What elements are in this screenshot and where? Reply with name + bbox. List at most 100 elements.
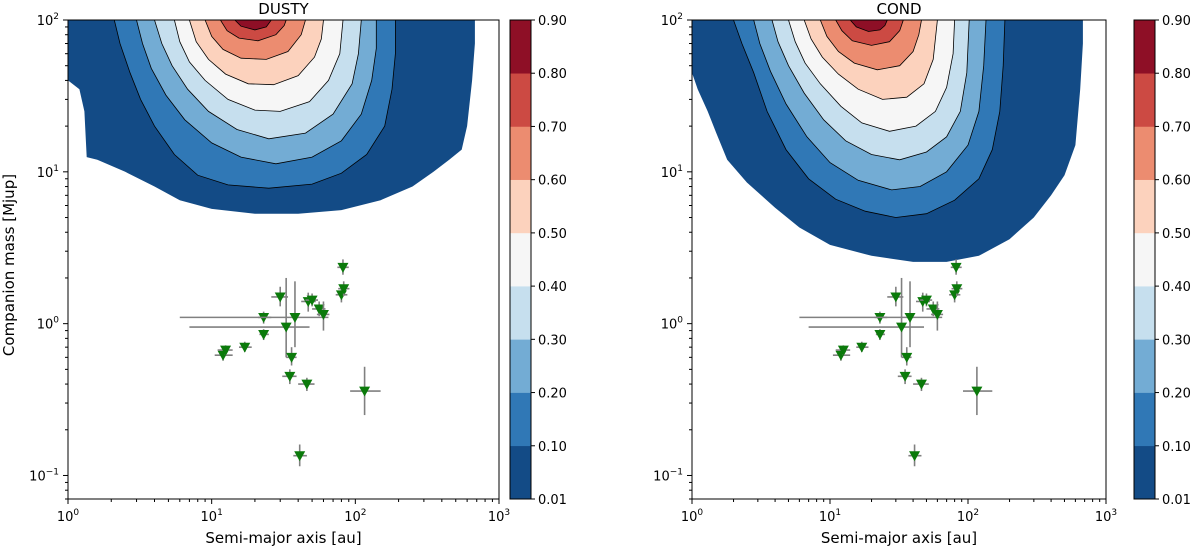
data-point <box>931 301 944 331</box>
data-point <box>920 293 933 307</box>
upper-limit-marker <box>286 352 298 363</box>
axes-frame <box>691 19 1107 500</box>
upper-limit-marker <box>951 284 963 295</box>
x-tick-label: 100 <box>57 508 80 525</box>
data-point <box>316 301 330 331</box>
upper-limit-marker <box>338 284 350 295</box>
data-point <box>305 293 319 307</box>
contour-area <box>68 20 475 467</box>
upper-limit-marker <box>337 262 349 273</box>
contour-level-0.80 <box>234 20 272 31</box>
panel-title: COND <box>876 0 921 18</box>
colorbar-segment <box>510 232 531 287</box>
upper-limit-marker <box>313 304 325 315</box>
colorbar-segment <box>510 392 531 447</box>
upper-limit-marker <box>915 379 927 390</box>
data-point <box>286 347 298 366</box>
colorbar-segment <box>1134 232 1155 287</box>
colorbar-tick-label: 0.30 <box>538 333 567 348</box>
panel-title: DUSTY <box>258 0 309 18</box>
x-tick-label: 101 <box>201 508 223 525</box>
data-point <box>835 345 851 356</box>
colorbar-tick-label: 0.10 <box>538 440 567 455</box>
panel-cond: 100 101 102 103 10−1 100 101 102 COND Semi-major … <box>653 0 1191 547</box>
upper-limit-marker <box>258 329 270 340</box>
data-point <box>963 366 993 416</box>
colorbar-tick-label: 0.90 <box>1162 14 1191 29</box>
colorbar-tick-label: 0.30 <box>1162 333 1191 348</box>
upper-limit-marker <box>931 310 943 320</box>
colorbar-tick-label: 0.01 <box>538 493 567 508</box>
y-tick-label: 10−1 <box>653 467 683 484</box>
upper-limit-marker <box>904 312 916 323</box>
colorbar-tick-label: 0.40 <box>1162 280 1191 295</box>
x-tick-label: 103 <box>1095 508 1117 525</box>
x-tick-label: 102 <box>957 508 979 525</box>
upper-limit-marker <box>890 292 902 303</box>
upper-limit-marker <box>971 386 983 397</box>
upper-limit-marker <box>950 262 962 273</box>
colorbar-frame <box>1133 19 1156 500</box>
data-point <box>799 281 943 348</box>
colorbar-tick-label: 0.20 <box>1162 387 1191 402</box>
upper-limit-marker <box>927 304 939 315</box>
colorbar-segment <box>1134 179 1155 234</box>
colorbar-tick-label: 0.01 <box>1162 493 1191 508</box>
y-tick-label: 102 <box>661 12 683 29</box>
x-tick-label: 101 <box>819 508 841 525</box>
colorbar-segment <box>510 126 531 180</box>
data-point <box>897 369 912 385</box>
upper-limit-marker <box>909 451 921 462</box>
colorbar-segment <box>1134 445 1155 500</box>
data-point <box>887 286 904 307</box>
upper-limit-marker <box>220 345 232 356</box>
upper-limit-marker <box>856 342 868 353</box>
colorbar-tick-label: 0.60 <box>538 174 567 189</box>
y-tick-label: 100 <box>37 316 60 333</box>
colorbar: 0.01 0.10 0.20 0.30 0.40 0.50 0.60 0.70 0.80 0.90 <box>509 14 567 508</box>
contour-level-0.80 <box>849 20 888 32</box>
x-tick-label: 102 <box>344 508 366 525</box>
upper-limit-marker <box>306 295 318 306</box>
upper-limit-marker <box>899 371 911 382</box>
upper-limit-marker <box>284 371 296 382</box>
data-point <box>298 377 315 392</box>
colorbar-segment <box>510 339 531 393</box>
data-point <box>282 369 297 385</box>
upper-limit-marker <box>239 342 251 353</box>
data-point <box>271 286 289 307</box>
x-axis-label: Semi-major axis [au] <box>205 529 361 547</box>
colorbar-segment <box>1134 73 1155 127</box>
data-point <box>913 377 929 392</box>
panel-dusty: 100 101 102 103 10−1 100 101 102 DUSTY Semi-major… <box>29 0 567 547</box>
x-tick-label: 100 <box>681 508 704 525</box>
data-point <box>950 259 962 275</box>
colorbar-segment <box>510 179 531 234</box>
y-tick-label: 100 <box>661 316 684 333</box>
data-point <box>874 329 886 341</box>
upper-limit-marker <box>837 345 849 356</box>
data-point <box>258 329 270 341</box>
axes-frame <box>67 19 500 500</box>
colorbar-tick-label: 0.80 <box>1162 67 1191 82</box>
colorbar-frame <box>509 19 532 500</box>
colorbar-segment <box>510 73 531 127</box>
colorbar-segment <box>510 286 531 340</box>
colorbar-segment <box>1134 392 1155 447</box>
upper-limit-marker <box>896 322 908 333</box>
colorbar-tick-label: 0.50 <box>1162 227 1191 242</box>
y-tick-label: 10−1 <box>29 467 59 484</box>
colorbar-tick-label: 0.40 <box>538 280 567 295</box>
data-point <box>337 259 349 275</box>
colorbar-segment <box>1134 126 1155 180</box>
x-axis-label: Semi-major axis [au] <box>821 529 977 547</box>
y-axis-label: Companion mass [Mjup] <box>0 174 18 356</box>
data-point <box>350 366 381 416</box>
data-point <box>951 281 963 297</box>
upper-limit-marker <box>301 379 313 390</box>
data-point <box>901 347 913 366</box>
upper-limit-marker <box>317 310 329 320</box>
colorbar: 0.01 0.10 0.20 0.30 0.40 0.50 0.60 0.70 0.80 0.90 <box>1133 14 1191 508</box>
data-point <box>338 281 350 297</box>
colorbar-tick-label: 0.60 <box>1162 174 1191 189</box>
